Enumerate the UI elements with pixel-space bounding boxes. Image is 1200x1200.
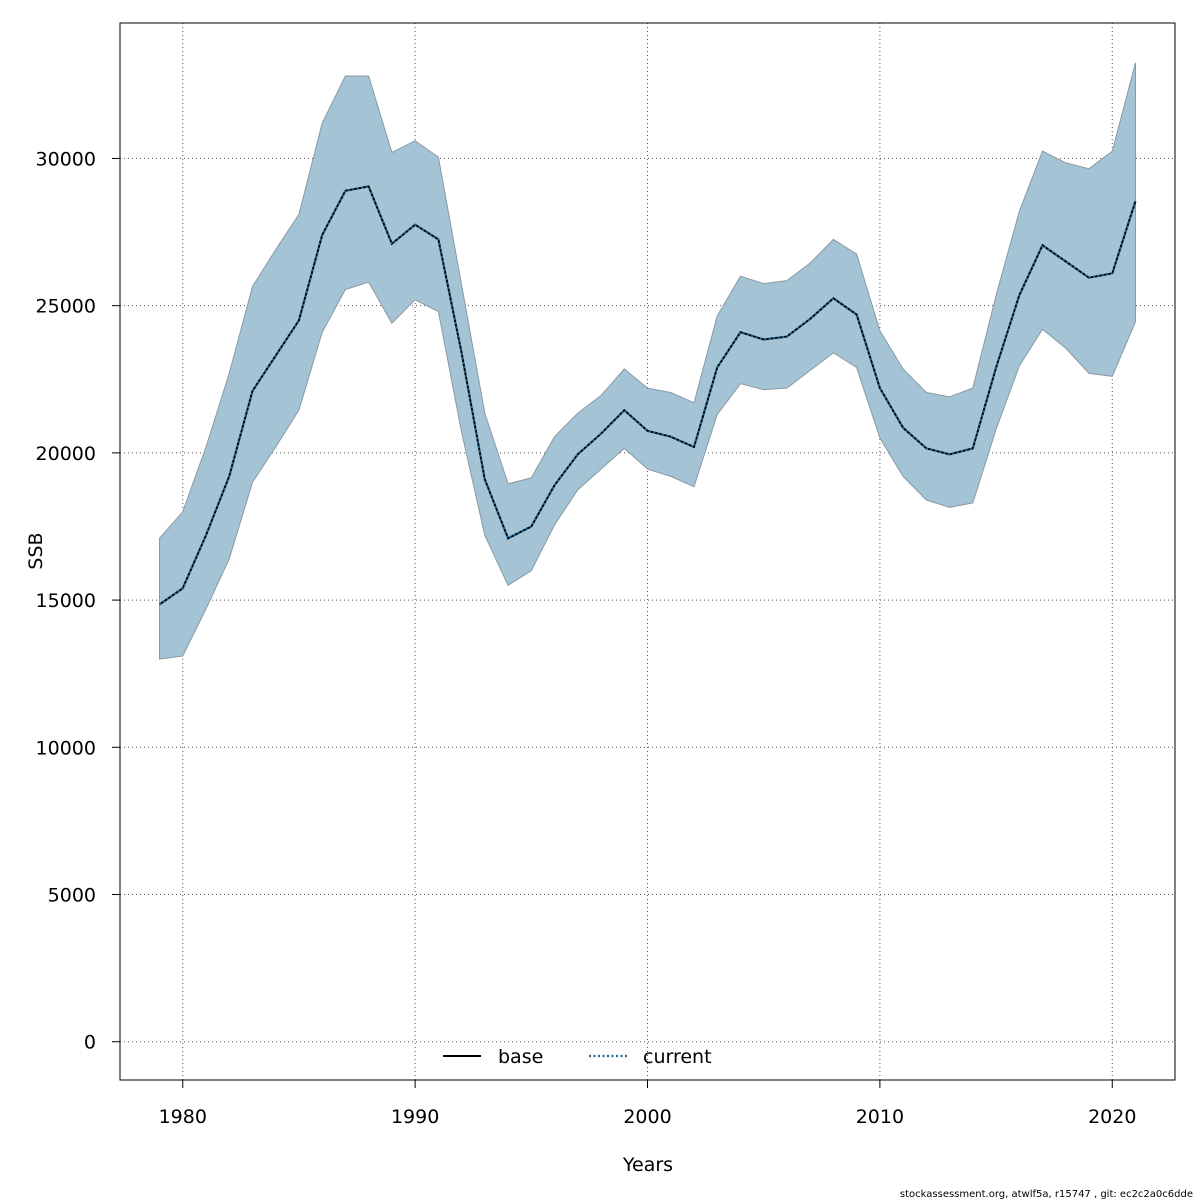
x-tick-label-1980: 1980 xyxy=(159,1106,207,1128)
legend-label-base: base xyxy=(498,1046,543,1068)
y-axis-title: SSB xyxy=(25,532,47,569)
x-tick-label-2000: 2000 xyxy=(623,1106,671,1128)
series-line-current xyxy=(158,185,1137,606)
y-tick-label-5000: 5000 xyxy=(48,885,96,907)
footer-credit: stockassessment.org, atwlf5a, r15747 , g… xyxy=(900,1189,1193,1200)
y-tick-label-10000: 10000 xyxy=(36,737,96,759)
y-tick-label-20000: 20000 xyxy=(36,443,96,465)
y-axis: 0 5000 10000 15000 20000 25000 30000 xyxy=(36,148,120,1054)
y-tick-label-0: 0 xyxy=(84,1032,96,1054)
y-tick-label-30000: 30000 xyxy=(36,148,96,170)
x-tick-label-1990: 1990 xyxy=(391,1106,439,1128)
legend: base current xyxy=(443,1046,712,1068)
x-axis: 1980 1990 2000 2010 2020 xyxy=(159,1080,1136,1128)
legend-label-current: current xyxy=(643,1046,712,1068)
y-tick-label-25000: 25000 xyxy=(36,296,96,318)
x-tick-label-2010: 2010 xyxy=(856,1106,904,1128)
y-tick-label-15000: 15000 xyxy=(36,590,96,612)
x-axis-title: Years xyxy=(622,1154,673,1176)
x-tick-label-2020: 2020 xyxy=(1088,1106,1136,1128)
confidence-band xyxy=(159,62,1136,660)
